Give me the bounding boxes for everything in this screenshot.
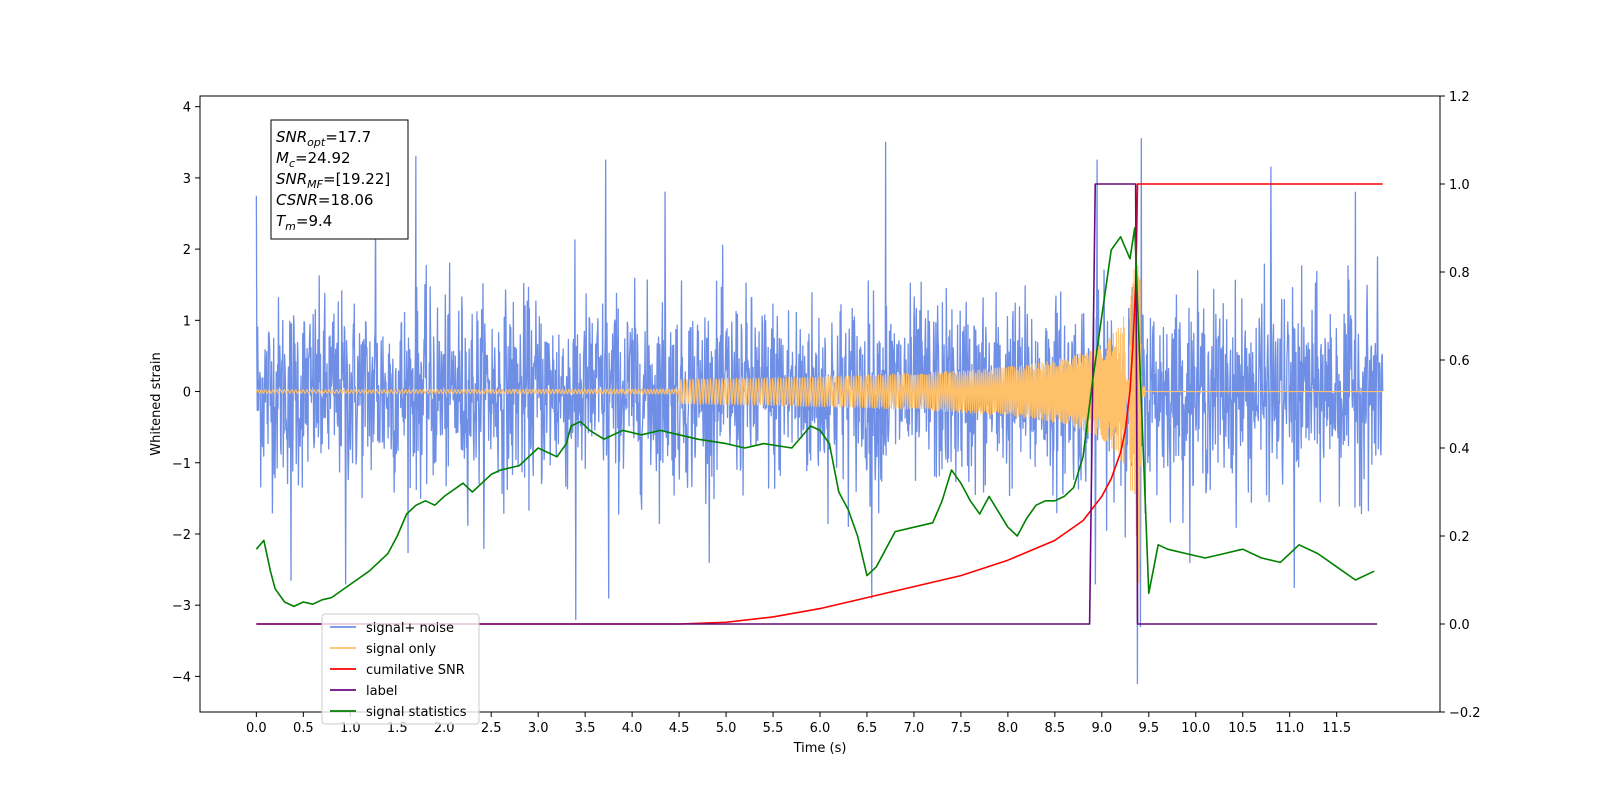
x-tick-label: 7.0 xyxy=(904,721,925,736)
series-line-label xyxy=(256,183,1378,625)
y2-tick-label: 0.8 xyxy=(1449,266,1470,281)
stats-box: SNRopt=17.7Mc=24.92SNRMF=[19.22]CSNR=18.… xyxy=(270,119,409,240)
y-tick-label: −3 xyxy=(172,599,191,614)
stats-line: CSNR=18.06 xyxy=(276,191,373,209)
x-tick-label: 8.5 xyxy=(1045,721,1066,736)
x-tick-label: 0.0 xyxy=(246,721,267,736)
series-line-signal-statistics xyxy=(255,227,1375,608)
legend-label: cumilative SNR xyxy=(366,663,465,678)
y-tick-label: 2 xyxy=(183,243,191,258)
y-tick-label: 0 xyxy=(183,386,191,401)
x-tick-label: 0.5 xyxy=(293,721,314,736)
x-tick-label: 5.5 xyxy=(763,721,784,736)
x-tick-label: 4.5 xyxy=(669,721,690,736)
x-tick-label: 5.0 xyxy=(716,721,737,736)
legend-label: label xyxy=(366,684,397,699)
legend-frame xyxy=(321,613,480,725)
x-tick-label: 6.5 xyxy=(857,721,878,736)
y-tick-label: 3 xyxy=(183,172,191,187)
stats-line: SNRMF=[19.22] xyxy=(276,170,390,191)
y-tick-label: −1 xyxy=(172,457,191,472)
legend-label: signal only xyxy=(366,642,436,657)
x-axis-label: Time (s) xyxy=(793,741,847,756)
y2-tick-label: 0.0 xyxy=(1449,618,1470,633)
y2-tick-label: 1.2 xyxy=(1449,90,1470,105)
y-tick-label: −4 xyxy=(172,670,191,685)
y2-tick-label: −0.2 xyxy=(1449,706,1481,721)
stats-line: Tm=9.4 xyxy=(276,212,332,233)
series-line-cumilative-snr xyxy=(256,183,1383,625)
y2-axis: −0.2 0.0 0.2 0.4 0.6 0.8 1.0 1.2 xyxy=(1440,90,1481,721)
x-tick-label: 3.0 xyxy=(528,721,549,736)
x-tick-label: 4.0 xyxy=(622,721,643,736)
x-tick-label: 10.5 xyxy=(1228,721,1257,736)
y2-tick-label: 0.4 xyxy=(1449,442,1470,457)
x-tick-label: 2.5 xyxy=(481,721,502,736)
y-tick-label: 1 xyxy=(183,314,191,329)
stats-line: Mc=24.92 xyxy=(276,149,351,170)
x-tick-label: 1.5 xyxy=(387,721,408,736)
y2-tick-label: 0.2 xyxy=(1449,530,1470,545)
series-line-signal-only xyxy=(255,264,1383,583)
series-line-signal-noise xyxy=(255,138,1384,685)
y-axis: −4 −3 −2 −1 0 1 2 3 4 xyxy=(172,101,200,685)
x-tick-label: 10.0 xyxy=(1181,721,1210,736)
x-tick-label: 11.5 xyxy=(1322,721,1351,736)
x-tick-label: 2.0 xyxy=(434,721,455,736)
x-tick-label: 11.0 xyxy=(1275,721,1304,736)
legend-label: signal statistics xyxy=(366,705,467,720)
y2-tick-label: 0.6 xyxy=(1449,354,1470,369)
x-tick-label: 8.0 xyxy=(998,721,1019,736)
y-axis-label: Whitened strain xyxy=(149,352,164,455)
x-tick-label: 3.5 xyxy=(575,721,596,736)
x-axis: 0.0 0.5 1.0 1.5 2.0 2.5 3.0 3.5 4.0 4.5 5.0 5.5 6.0 6… xyxy=(246,712,1351,736)
y-tick-label: −2 xyxy=(172,528,191,543)
legend-label: signal+ noise xyxy=(366,621,454,636)
x-tick-label: 9.0 xyxy=(1091,721,1112,736)
legend: signal+ noise signal only cumilative SNR la… xyxy=(321,613,480,725)
y2-tick-label: 1.0 xyxy=(1449,178,1470,193)
stats-line: SNRopt=17.7 xyxy=(276,128,371,149)
x-tick-label: 6.0 xyxy=(810,721,831,736)
y-tick-label: 4 xyxy=(183,101,191,116)
x-tick-label: 9.5 xyxy=(1138,721,1159,736)
x-tick-label: 7.5 xyxy=(951,721,972,736)
stats-box-frame xyxy=(270,119,409,240)
series-layer xyxy=(255,138,1384,685)
x-tick-label: 1.0 xyxy=(340,721,361,736)
